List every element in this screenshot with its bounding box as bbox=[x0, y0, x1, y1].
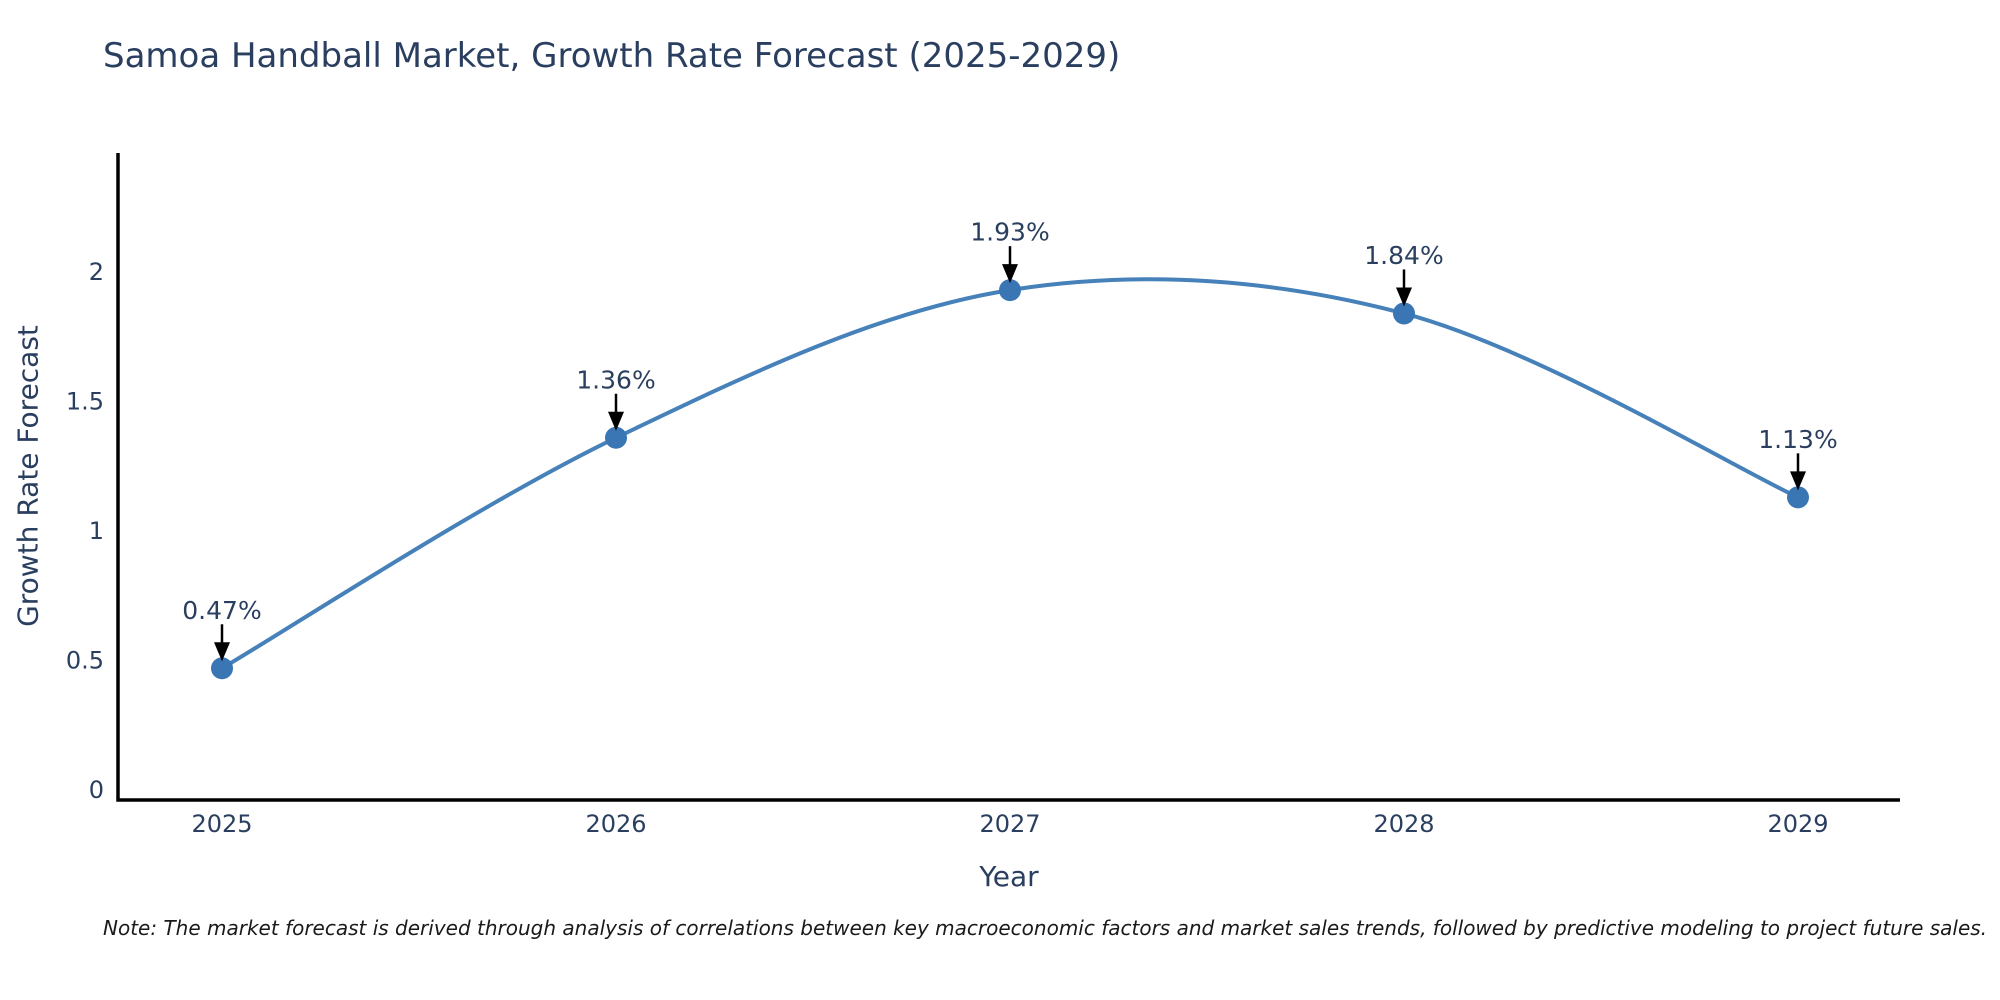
x-tick-label: 2028 bbox=[1373, 810, 1434, 838]
axis-line bbox=[116, 153, 1900, 802]
data-point-marker[interactable] bbox=[211, 657, 233, 680]
point-value-label: 1.93% bbox=[970, 218, 1049, 247]
x-tick-label: 2025 bbox=[191, 810, 252, 838]
x-tick-label: 2027 bbox=[979, 810, 1040, 838]
point-value-label: 1.84% bbox=[1364, 241, 1443, 270]
chart-title: Samoa Handball Market, Growth Rate Forec… bbox=[103, 36, 1121, 76]
point-value-label: 1.13% bbox=[1758, 425, 1837, 454]
data-point-marker[interactable] bbox=[1787, 486, 1809, 509]
down-arrow-head-icon bbox=[1002, 264, 1018, 284]
y-tick-label: 0.5 bbox=[66, 647, 104, 675]
down-arrow-head-icon bbox=[608, 411, 624, 431]
down-arrow-head-icon bbox=[214, 642, 230, 662]
x-tick-label: 2026 bbox=[585, 810, 646, 838]
x-axis-title: Year bbox=[979, 860, 1039, 893]
y-axis-title: Growth Rate Forecast bbox=[11, 325, 45, 627]
data-point-marker[interactable] bbox=[999, 279, 1021, 302]
data-point-marker[interactable] bbox=[1393, 302, 1415, 325]
down-arrow-head-icon bbox=[1396, 287, 1412, 307]
point-value-label: 0.47% bbox=[182, 596, 261, 625]
data-point-marker[interactable] bbox=[605, 426, 627, 449]
down-arrow-head-icon bbox=[1790, 471, 1806, 491]
footnote: Note: The market forecast is derived thr… bbox=[103, 916, 1988, 940]
x-tick-label: 2029 bbox=[1767, 810, 1828, 838]
point-value-label: 1.36% bbox=[576, 365, 655, 394]
forecast-line bbox=[220, 277, 1800, 671]
y-tick-label: 1.5 bbox=[66, 388, 104, 416]
y-tick-label: 2 bbox=[89, 258, 104, 286]
y-tick-label: 0 bbox=[89, 776, 104, 804]
y-tick-label: 1 bbox=[89, 517, 104, 545]
